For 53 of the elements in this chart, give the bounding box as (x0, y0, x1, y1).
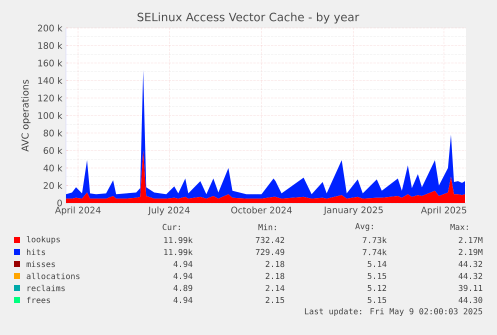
x-tick-label: January 2025 (323, 206, 383, 216)
text: 2.17M (458, 236, 482, 244)
text: 2.14 (266, 284, 284, 292)
text: 4.94 (174, 260, 192, 268)
x-tick-label: July 2024 (148, 206, 190, 216)
x-tick-label: April 2025 (420, 206, 466, 216)
text: 732.42 (256, 236, 284, 244)
y-tick-label: 40 k (43, 164, 62, 172)
y-tick-label: 180 k (38, 42, 62, 49)
legend-label: frees (26, 296, 50, 304)
text: 7.73k (362, 236, 387, 244)
text: 11.99k (164, 236, 193, 244)
text: 39.11 (458, 284, 482, 292)
legend-label: lookups (26, 236, 60, 244)
y-tick-label: 80 k (44, 130, 62, 136)
y-tick-label: 20 k (44, 182, 62, 189)
text: 729.49 (256, 248, 284, 256)
text: Min: (258, 224, 276, 230)
y-tick-label: 160 k (38, 60, 62, 66)
legend-label: allocations (26, 272, 80, 280)
text: 44.32 (458, 272, 482, 280)
legend-label: hits (26, 248, 46, 256)
y-tick-label: 140 k (38, 77, 62, 84)
text: Last update: Fri May 9 02:00:03 2025 (304, 308, 482, 316)
y-tick-label: 120 k (38, 94, 62, 102)
text: 2.18 (266, 272, 284, 280)
text: 5.15 (368, 296, 386, 304)
text: 44.32 (458, 260, 482, 268)
text: 2.19M (458, 248, 482, 256)
legend-label: reclaims (28, 284, 65, 292)
y-tick-label: 200 k (38, 24, 62, 32)
chart-title: SELinux Access Vector Cache - by year (138, 12, 360, 24)
text: 5.15 (368, 272, 386, 280)
text: 5.12 (368, 284, 386, 292)
text: Max: (450, 224, 468, 230)
y-tick-label: 60 k (44, 147, 62, 154)
text: Cur: (162, 224, 180, 230)
y-axis-title: AVC operations (21, 80, 30, 152)
text: Avg: (355, 223, 373, 231)
x-tick-label: April 2024 (55, 206, 101, 216)
text: 11.99k (164, 248, 193, 256)
y-tick-label: 0 (57, 200, 62, 206)
text: 7.74k (362, 248, 387, 256)
y-tick-label: 100 k (38, 112, 62, 119)
text: 4.94 (174, 296, 192, 304)
text: 4.94 (174, 272, 192, 280)
text: 2.15 (266, 296, 284, 304)
text: 4.89 (174, 284, 192, 292)
text: 5.14 (368, 260, 386, 268)
text: 2.18 (266, 260, 284, 268)
text: 44.30 (458, 296, 482, 304)
legend-label: misses (26, 260, 55, 268)
x-tick-label: October 2024 (231, 206, 292, 214)
